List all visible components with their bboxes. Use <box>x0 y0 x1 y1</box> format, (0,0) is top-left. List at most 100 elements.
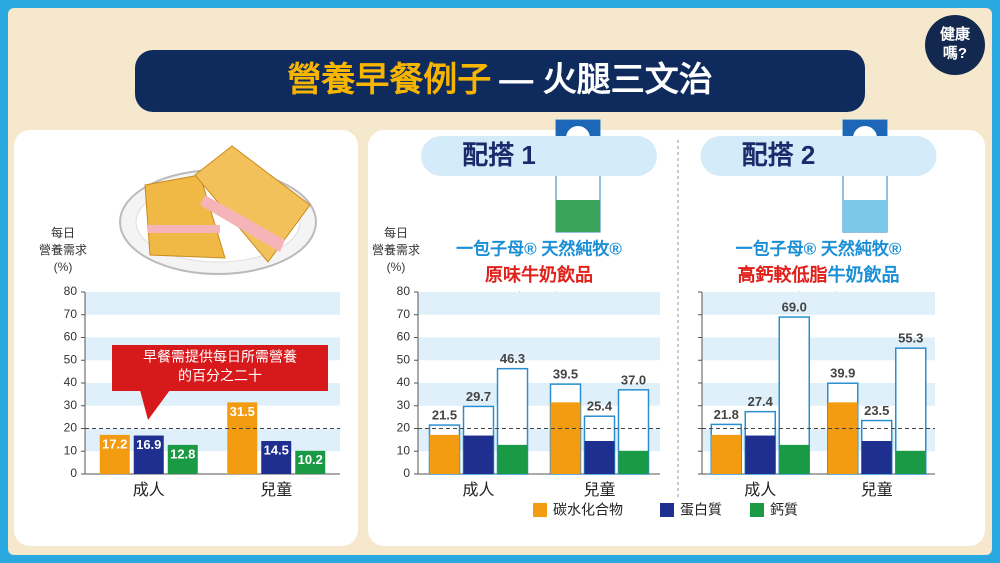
value-label: 17.2 <box>102 436 127 451</box>
legend-label: 碳水化合物 <box>553 502 623 518</box>
total-label: 29.7 <box>466 389 491 404</box>
title-banner <box>135 50 865 112</box>
bar <box>133 435 164 474</box>
total-label: 39.9 <box>830 366 855 381</box>
bar <box>227 402 258 474</box>
bar <box>827 402 858 474</box>
legend-swatch <box>533 503 547 517</box>
logo-badge <box>925 15 985 75</box>
grid-band <box>418 292 660 315</box>
value-label: 10.2 <box>298 452 323 467</box>
title: 營養早餐例子 — 火腿三文治 <box>287 61 712 99</box>
bar <box>167 444 198 474</box>
sandwich-illustration <box>119 145 317 275</box>
header: 配搭 2 <box>742 140 816 170</box>
x-tick-label: 成人 <box>744 481 776 499</box>
total-label: 21.8 <box>714 407 739 422</box>
bar <box>895 450 926 474</box>
total-label: 69.0 <box>782 299 807 314</box>
y-tick-label: 70 <box>64 307 78 321</box>
y-tick-label: 60 <box>64 330 78 344</box>
y-tick-label: 40 <box>64 375 78 389</box>
grid-band <box>418 337 660 361</box>
y-axis-label: 營養需求 <box>39 242 87 257</box>
total-label: 21.5 <box>432 408 457 423</box>
total-label: 37.0 <box>621 372 646 387</box>
annotation-box <box>112 345 328 391</box>
y-axis-label: (%) <box>387 260 406 274</box>
grid-band <box>702 337 935 361</box>
y-axis-label: 營養需求 <box>372 242 420 257</box>
y-tick-label: 80 <box>64 284 78 298</box>
bar <box>584 441 615 474</box>
bar <box>261 441 292 474</box>
bar <box>99 434 130 474</box>
bar <box>550 402 581 474</box>
y-axis-label: (%) <box>54 260 73 274</box>
y-tick-label: 50 <box>397 352 411 366</box>
y-axis-label: 每日 <box>384 225 408 240</box>
bar <box>779 444 810 474</box>
product: 一包子母® 天然純牧® <box>736 238 902 258</box>
y-tick-label: 60 <box>397 330 411 344</box>
legend-swatch <box>660 503 674 517</box>
bar <box>745 435 776 474</box>
x-tick-label: 成人 <box>133 481 165 499</box>
total-label: 25.4 <box>587 399 613 414</box>
y-tick-label: 80 <box>397 284 411 298</box>
title-highlight: 營養早餐例子 <box>287 61 491 99</box>
grid-band <box>702 383 935 406</box>
total-label: 46.3 <box>500 351 525 366</box>
y-tick-label: 40 <box>397 375 411 389</box>
value-label: 14.5 <box>264 442 289 457</box>
bar <box>463 435 494 474</box>
header-pill <box>421 136 657 176</box>
value-label: 16.9 <box>136 437 161 452</box>
y-tick-label: 20 <box>397 421 411 435</box>
grid-band <box>418 383 660 406</box>
bar <box>497 444 528 474</box>
legend-swatch <box>750 503 764 517</box>
bar <box>429 434 460 474</box>
product-name-part: 高鈣較低脂 <box>738 264 828 285</box>
total-label: 39.5 <box>553 367 578 382</box>
value-label: 31.5 <box>230 404 255 419</box>
total-label: 27.4 <box>748 394 774 409</box>
grid-band <box>702 292 935 315</box>
value-label: 12.8 <box>170 446 195 461</box>
product-name-part: 原味牛奶飲品 <box>485 264 593 285</box>
product: 一包子母® 天然純牧® <box>456 238 622 258</box>
x-tick-label: 兒童 <box>583 480 615 499</box>
header-pill <box>700 136 937 176</box>
grid-band <box>85 292 340 315</box>
annotation-pointer <box>140 390 170 420</box>
legend-label: 鈣質 <box>770 502 798 518</box>
product-name: 原味牛奶飲品 <box>485 264 593 285</box>
x-tick-label: 成人 <box>462 481 494 499</box>
y-tick-label: 20 <box>64 421 78 435</box>
product-name-part: 牛奶飲品 <box>828 264 900 285</box>
bar <box>711 434 742 474</box>
y-tick-label: 30 <box>397 398 411 412</box>
y-tick-label: 70 <box>397 307 411 321</box>
y-axis-label: 每日 <box>51 225 75 240</box>
annotation: 早餐需提供每日所需營養 <box>143 349 297 365</box>
product-name: 高鈣較低脂牛奶飲品 <box>738 264 900 285</box>
legend-label: 蛋白質 <box>680 502 722 518</box>
y-tick-label: 10 <box>64 443 78 457</box>
x-tick-label: 兒童 <box>260 480 292 499</box>
y-tick-label: 50 <box>64 352 78 366</box>
annotation: 的百分之二十 <box>178 368 262 384</box>
y-tick-label: 0 <box>70 466 77 480</box>
y-tick-label: 30 <box>64 398 78 412</box>
total-label: 23.5 <box>864 403 889 418</box>
title-rest: — 火腿三文治 <box>499 61 712 99</box>
logo-text: 嗎? <box>943 45 967 62</box>
logo-text: 健康 <box>940 25 971 43</box>
y-tick-label: 0 <box>403 466 410 480</box>
y-tick-label: 10 <box>397 443 411 457</box>
bar <box>618 450 649 474</box>
bar <box>861 441 892 474</box>
total-label: 55.3 <box>898 331 923 346</box>
